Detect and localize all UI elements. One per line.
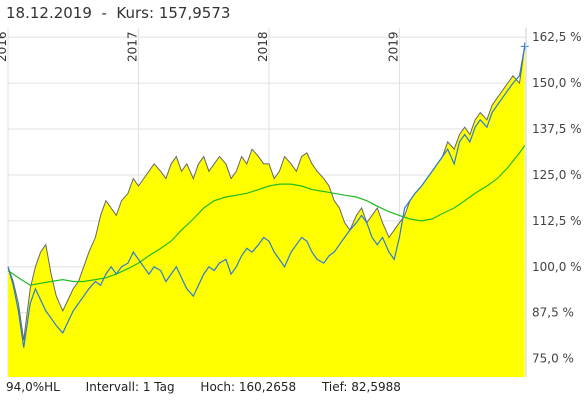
x-tick-label: 2017	[125, 31, 139, 62]
y-axis: 75,0 % 87,5 % 100,0 % 112,5 % 125,0 % 137,5 %…	[525, 28, 582, 377]
footer-interval: Intervall: 1 Tag	[85, 380, 175, 394]
series-blue-line	[7, 46, 526, 348]
y-tick-label: 87,5 %	[532, 306, 574, 320]
line-layer	[7, 42, 529, 348]
y-tick-label: 137,5 %	[532, 122, 582, 136]
y-tick-label: 75,0 %	[532, 352, 574, 366]
header-separator: -	[101, 4, 107, 22]
x-axis: 2016 2017 2018 2019	[0, 31, 400, 62]
header-date: 18.12.2019	[6, 4, 92, 22]
y-tick-label: 162,5 %	[532, 30, 582, 44]
series-green-line	[7, 145, 526, 286]
y-tick-label: 125,0 %	[532, 168, 582, 182]
footer-high: Hoch: 160,2658	[200, 380, 297, 394]
header-price-label: Kurs:	[116, 4, 155, 22]
area-fill	[8, 46, 525, 378]
footer-low: Tief: 82,5988	[321, 380, 401, 394]
footer-hl: 94,0%HL	[6, 380, 60, 394]
y-tick-label: 100,0 %	[532, 260, 582, 274]
chart-footer: 94,0%HL Intervall: 1 Tag Hoch: 160,2658 …	[6, 380, 423, 394]
x-tick-label: 2018	[256, 31, 270, 62]
chart-header: 18.12.2019 - Kurs: 157,9573	[6, 4, 230, 22]
y-tick-label: 112,5 %	[532, 214, 582, 228]
y-tick-label: 150,0 %	[532, 76, 582, 90]
x-tick-label: 2016	[0, 31, 9, 62]
x-tick-label: 2019	[386, 31, 400, 62]
header-price-value: 157,9573	[158, 4, 231, 22]
